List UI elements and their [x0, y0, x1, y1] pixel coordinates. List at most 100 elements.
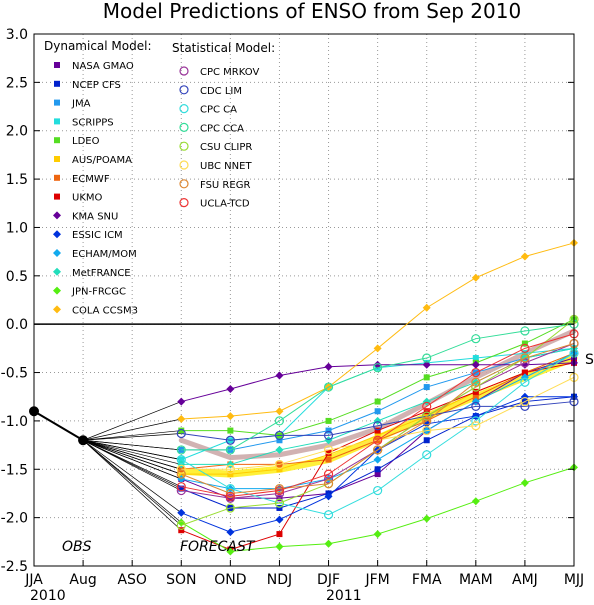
data-point	[274, 459, 285, 470]
data-point	[471, 416, 481, 426]
data-point	[422, 303, 431, 312]
data-point	[422, 360, 431, 369]
model-series	[176, 238, 579, 556]
right-edge-glyph: S	[585, 352, 594, 368]
forecast-spoke	[83, 430, 182, 441]
series-echam-mom	[177, 349, 578, 493]
legend-label-cpc-ca: CPC CA	[200, 105, 237, 116]
data-point	[227, 471, 234, 478]
forecast-spoke	[82, 439, 182, 488]
data-point	[520, 401, 530, 411]
forecast-spoke	[82, 439, 182, 491]
data-point	[274, 498, 285, 508]
legend-label-cola-ccsm3: COLA CCSM3	[72, 305, 138, 316]
data-point	[226, 460, 235, 469]
y-tick-label: -2.0	[1, 511, 28, 527]
data-point	[275, 445, 284, 454]
legend-marker-cpc-cca	[179, 122, 189, 133]
year-label-2011: 2011	[326, 588, 362, 604]
data-point	[176, 428, 186, 439]
data-point	[373, 363, 383, 373]
data-point	[225, 503, 235, 513]
data-point	[323, 430, 334, 441]
legend-label-csu-clipr: CSU CLIPR	[200, 142, 252, 153]
data-point	[520, 343, 530, 353]
data-point	[521, 340, 528, 347]
data-point	[325, 427, 332, 434]
year-label-2010: 2010	[30, 588, 66, 604]
data-point	[423, 384, 430, 391]
x-tick-label: SON	[166, 572, 196, 588]
data-point	[324, 492, 333, 501]
data-point	[176, 455, 186, 465]
legend-marker-cola-ccsm3	[53, 305, 61, 314]
data-point	[325, 449, 332, 456]
data-point	[374, 398, 381, 405]
data-point	[276, 466, 283, 473]
legend-marker-jpn-frcgc	[53, 286, 61, 295]
y-tick-label: 2.5	[6, 75, 28, 91]
data-point	[176, 464, 186, 474]
y-tick-label: -1.5	[1, 462, 28, 478]
data-point	[276, 531, 283, 538]
x-tick-label: NDJ	[267, 572, 292, 588]
data-point	[324, 539, 333, 548]
data-point	[274, 416, 285, 426]
data-point	[471, 397, 480, 406]
y-tick-label: 0.0	[6, 317, 28, 333]
data-point	[422, 514, 431, 523]
data-point	[176, 445, 186, 455]
data-point	[472, 355, 479, 362]
data-point	[373, 530, 382, 539]
data-point	[276, 437, 283, 444]
legend-marker-echam-mom	[53, 249, 61, 257]
data-point	[323, 469, 334, 479]
data-point	[178, 485, 185, 492]
data-point	[226, 412, 235, 421]
series-jpn-frcgc	[177, 463, 578, 556]
data-point	[225, 464, 235, 474]
forecast-spoke	[83, 433, 182, 441]
data-point	[177, 474, 186, 483]
y-tick-label: -0.5	[1, 366, 28, 382]
legend-label-ldeo: LDEO	[72, 136, 100, 147]
data-point	[422, 353, 432, 363]
legend-marker-ucla-tcd	[179, 198, 189, 208]
series-cpc-cca	[176, 319, 579, 455]
legend-label-nasa-gmao: NASA GMAO	[72, 61, 134, 72]
y-tick-label: 1.5	[6, 172, 28, 188]
legend-marker-ncep-cfs	[54, 80, 60, 87]
forecast-label: FORECAST	[180, 539, 256, 555]
legend-label-scripps: SCRIPPS	[72, 117, 114, 128]
legend-label-echam-mom: ECHAM/MOM	[72, 249, 137, 260]
data-point	[471, 497, 480, 506]
data-point	[274, 488, 285, 499]
y-tick-label: -1.0	[1, 414, 28, 430]
forecast-spoke	[83, 439, 182, 451]
forecast-spoke	[82, 439, 182, 480]
data-point	[520, 373, 529, 382]
data-point	[226, 528, 235, 537]
data-point	[323, 510, 334, 520]
data-point	[325, 456, 332, 463]
legend-marker-nasa-gmao	[54, 62, 60, 68]
data-point	[275, 515, 284, 524]
data-point	[274, 485, 285, 496]
data-point	[225, 491, 235, 501]
data-point	[227, 427, 234, 434]
legend-label-ncep-cfs: NCEP CFS	[72, 80, 121, 91]
data-point	[275, 407, 284, 416]
data-point	[323, 479, 334, 489]
legend-marker-cpc-mrkov	[179, 66, 189, 76]
y-tick-label: -2.5	[1, 559, 28, 575]
series-line	[181, 343, 575, 494]
series-line	[181, 401, 575, 441]
data-point	[471, 273, 480, 282]
data-point	[323, 474, 334, 484]
data-point	[422, 397, 431, 406]
obs-label: OBS	[62, 539, 92, 555]
x-tick-label: JJA	[24, 572, 43, 588]
legend-label-metfrance: MetFRANCE	[72, 268, 131, 279]
legend-marker-ldeo	[54, 137, 60, 144]
